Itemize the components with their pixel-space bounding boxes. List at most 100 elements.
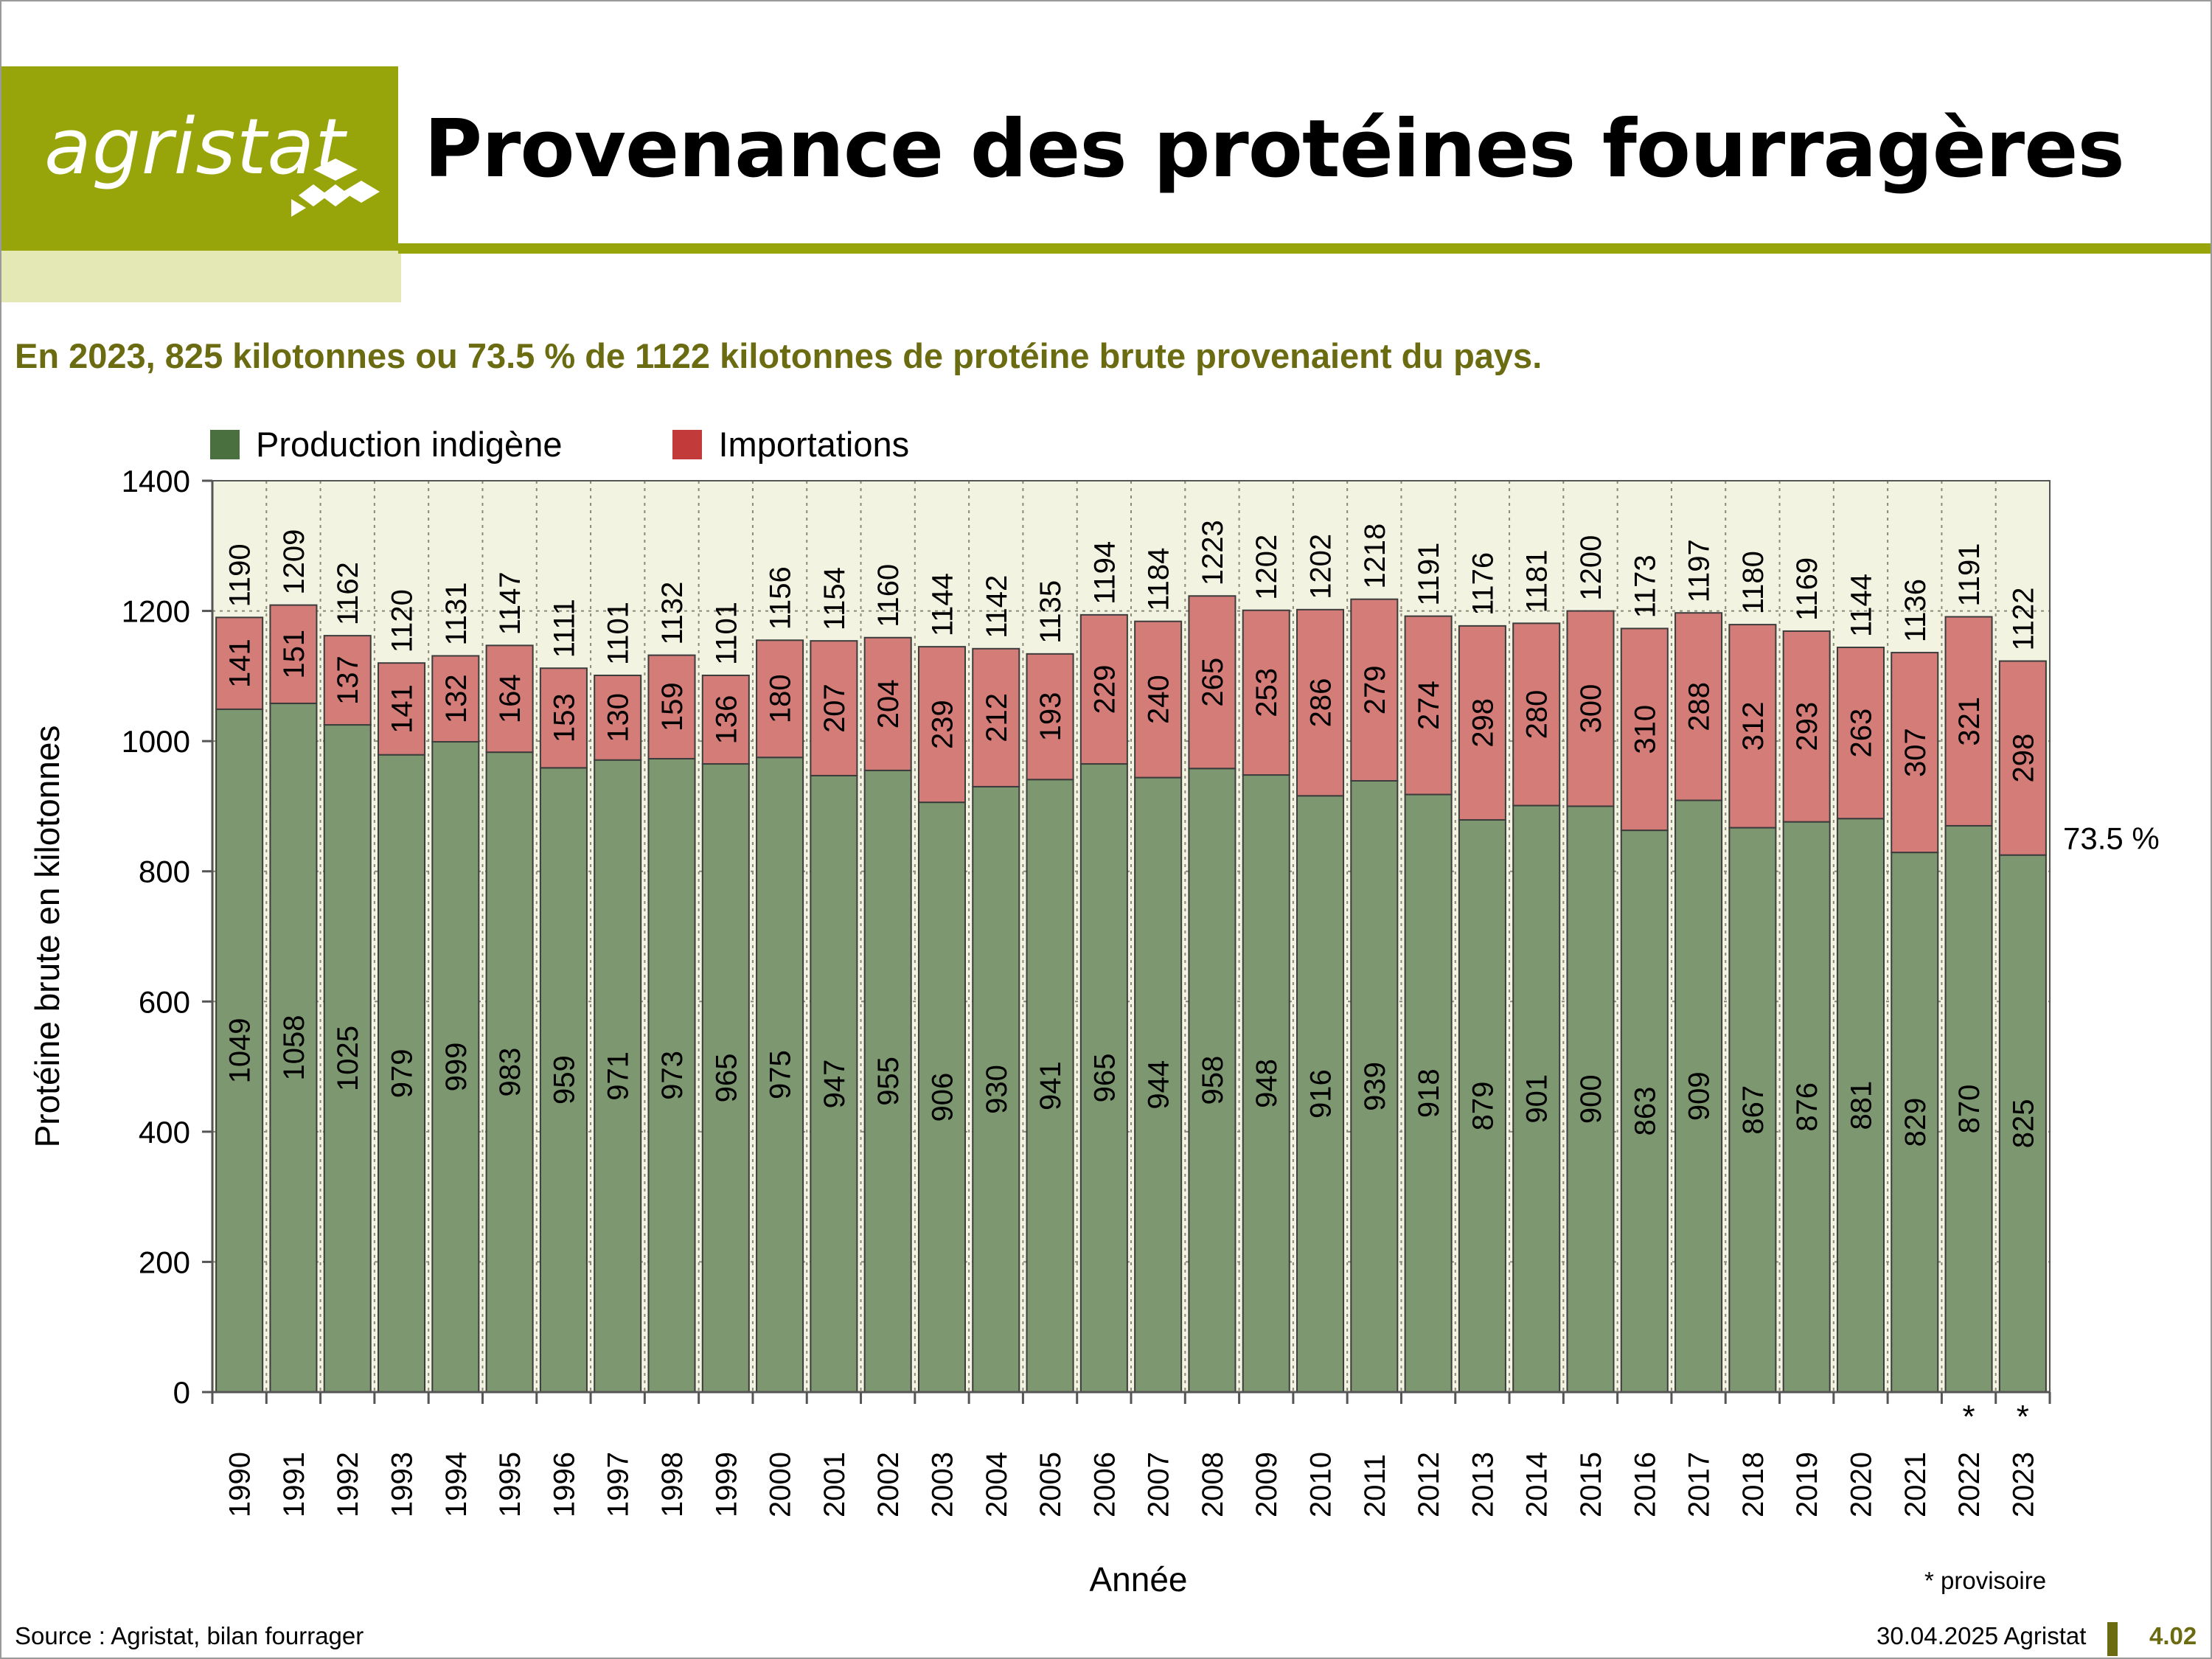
provisional-star: * <box>1962 1399 1975 1435</box>
bar-imports <box>485 644 534 754</box>
x-tick-label: 2001 <box>818 1452 851 1517</box>
bar-domestic <box>1998 854 2047 1393</box>
data-label-total: 1162 <box>332 562 364 625</box>
data-label-domestic: 975 <box>765 1050 797 1099</box>
y-tick-label: 0 <box>173 1375 190 1410</box>
x-tick-label: 2021 <box>1899 1452 1932 1517</box>
data-label-domestic: 916 <box>1305 1069 1338 1119</box>
data-label-domestic: 876 <box>1791 1082 1823 1132</box>
data-label-imports: 298 <box>2007 734 2039 783</box>
x-tick-label: 2010 <box>1305 1452 1338 1517</box>
data-label-domestic: 948 <box>1251 1059 1283 1108</box>
data-label-domestic: 955 <box>872 1057 905 1106</box>
bar-domestic <box>1079 763 1128 1393</box>
title-rule <box>398 243 2211 254</box>
bar-domestic <box>1891 852 1939 1393</box>
x-tick-label: 2011 <box>1359 1454 1391 1517</box>
x-axis-title: Année <box>1089 1560 1187 1599</box>
data-label-domestic: 918 <box>1413 1068 1445 1118</box>
bar-imports <box>1836 647 1885 820</box>
bar-domestic <box>1134 776 1183 1393</box>
data-label-total: 1223 <box>1197 520 1229 585</box>
legend-swatch-imports <box>672 429 703 459</box>
bar-domestic <box>378 754 426 1393</box>
bar-domestic <box>1188 768 1237 1394</box>
bar-domestic <box>1836 818 1885 1393</box>
data-label-imports: 164 <box>494 674 526 723</box>
data-label-domestic: 906 <box>926 1073 959 1122</box>
data-label-imports: 137 <box>332 655 364 705</box>
data-label-domestic: 879 <box>1467 1082 1499 1131</box>
x-tick-label: 1997 <box>602 1452 635 1517</box>
bar-domestic <box>594 759 642 1393</box>
y-tick-label: 1200 <box>122 594 190 629</box>
data-label-total: 1101 <box>602 602 635 665</box>
bar-imports <box>1944 616 1993 827</box>
bar-imports <box>1134 620 1183 779</box>
y-tick-label: 1400 <box>122 464 190 498</box>
bar-imports <box>1079 613 1128 765</box>
data-label-total: 1202 <box>1251 535 1283 600</box>
data-label-imports: 204 <box>872 679 905 728</box>
data-label-imports: 253 <box>1251 668 1283 717</box>
data-label-domestic: 973 <box>656 1051 689 1100</box>
bar-imports <box>1891 652 1939 854</box>
data-label-imports: 240 <box>1143 675 1175 724</box>
x-tick-label: 1992 <box>332 1452 364 1517</box>
data-label-imports: 300 <box>1575 684 1607 734</box>
legend-label-imports: Importations <box>718 425 910 464</box>
data-label-domestic: 1049 <box>224 1018 257 1083</box>
data-label-domestic: 941 <box>1034 1061 1067 1110</box>
y-tick-label: 800 <box>139 855 190 889</box>
bar-imports <box>1674 612 1723 801</box>
data-label-total: 1197 <box>1683 539 1716 602</box>
data-label-domestic: 1058 <box>278 1015 310 1080</box>
data-label-imports: 141 <box>386 684 419 734</box>
data-label-domestic: 999 <box>440 1043 473 1092</box>
bar-imports <box>972 647 1020 787</box>
bar-domestic <box>1458 818 1506 1394</box>
legend-swatch-domestic <box>210 429 240 459</box>
data-label-imports: 298 <box>1467 698 1499 748</box>
x-tick-label: 2003 <box>926 1452 959 1517</box>
x-tick-label: 2008 <box>1197 1452 1229 1517</box>
bar-imports <box>1458 625 1506 821</box>
x-tick-label: 2009 <box>1251 1452 1283 1517</box>
data-label-domestic: 867 <box>1737 1085 1770 1135</box>
bar-imports <box>1998 660 2047 856</box>
chart-legend: Production indigène Importations <box>210 424 1020 465</box>
legend-item-domestic: Production indigène <box>210 424 562 465</box>
data-label-imports: 312 <box>1737 701 1770 751</box>
data-label-total: 1122 <box>2007 588 2039 651</box>
data-label-imports: 307 <box>1899 728 1932 777</box>
footer-divider <box>2107 1622 2118 1656</box>
data-label-domestic: 1025 <box>332 1026 364 1091</box>
data-label-domestic: 863 <box>1629 1087 1661 1136</box>
data-label-total: 1144 <box>1845 574 1877 637</box>
y-axis-title: Protéine brute en kilotonnes <box>28 726 66 1148</box>
y-tick-label: 1000 <box>122 724 190 759</box>
data-label-domestic: 829 <box>1899 1098 1932 1147</box>
x-tick-label: 2018 <box>1737 1452 1770 1517</box>
data-label-imports: 193 <box>1034 692 1067 742</box>
data-label-total: 1184 <box>1143 548 1175 611</box>
bar-imports <box>756 639 804 759</box>
logo-shade <box>1 251 401 302</box>
data-label-domestic: 870 <box>1953 1085 1986 1134</box>
bar-domestic <box>1350 779 1399 1394</box>
data-label-total: 1181 <box>1521 549 1554 613</box>
data-label-imports: 286 <box>1305 678 1338 728</box>
data-label-domestic: 979 <box>386 1048 419 1098</box>
y-tick-label: 200 <box>139 1245 190 1279</box>
bar-imports <box>1512 622 1561 807</box>
x-tick-label: 2013 <box>1467 1452 1499 1517</box>
bar-imports <box>1728 624 1777 829</box>
bar-imports <box>1782 630 1831 823</box>
data-label-imports: 132 <box>440 674 473 723</box>
footer-source: Source : Agristat, bilan fourrager <box>15 1622 364 1649</box>
x-tick-label: 2000 <box>765 1452 797 1517</box>
data-label-total: 1209 <box>278 529 310 595</box>
data-label-domestic: 939 <box>1359 1062 1391 1111</box>
data-label-total: 1176 <box>1467 552 1499 616</box>
